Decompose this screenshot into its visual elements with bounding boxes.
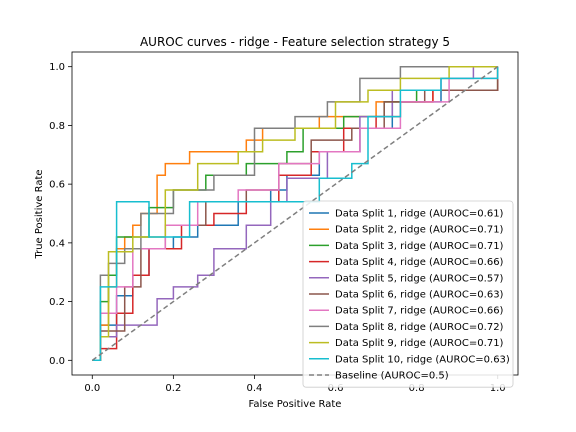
- y-tick-label: 1.0: [49, 62, 65, 73]
- legend-entry: Data Split 10, ridge (AUROC=0.63): [335, 354, 510, 365]
- x-tick-label: 1.0: [490, 383, 506, 394]
- chart-title: AUROC curves - ridge - Feature selection…: [140, 35, 450, 49]
- plot-area: [91, 65, 499, 362]
- legend: Data Split 1, ridge (AUROC=0.61) Data Spl…: [302, 200, 514, 388]
- y-tick-label: 0.2: [49, 297, 65, 308]
- series-line-11: [91, 66, 499, 361]
- series-line-9: [92, 65, 498, 362]
- legend-entry: Data Split 7, ridge (AUROC=0.66): [335, 306, 504, 317]
- x-tick-label: 0.2: [165, 383, 181, 394]
- x-axis-ticks: 0.0 0.2 0.4 0.6 0.8 1.0: [84, 375, 506, 394]
- series-line-8: [92, 65, 498, 362]
- x-tick-label: 0.6: [328, 383, 344, 394]
- y-tick-label: 0.8: [49, 121, 65, 132]
- y-tick-label: 0.0: [49, 356, 65, 367]
- legend-entry: Data Split 2, ridge (AUROC=0.71): [335, 225, 504, 236]
- legend-entry: Data Split 3, ridge (AUROC=0.71): [335, 241, 504, 252]
- legend-entry: Data Split 1, ridge (AUROC=0.61): [335, 209, 504, 220]
- x-axis-label: False Positive Rate: [249, 399, 342, 410]
- legend-box: [302, 200, 514, 388]
- y-axis-label: True Positive Rate: [34, 169, 45, 259]
- y-tick-label: 0.4: [49, 238, 65, 249]
- legend-entry: Data Split 9, ridge (AUROC=0.71): [335, 338, 504, 349]
- y-axis-ticks: 0.0 0.2 0.4 0.6 0.8 1.0: [49, 62, 72, 367]
- x-tick-label: 0.0: [84, 383, 100, 394]
- legend-entry: Baseline (AUROC=0.5): [335, 371, 449, 382]
- legend-entry: Data Split 8, ridge (AUROC=0.72): [335, 322, 504, 333]
- x-tick-label: 0.8: [409, 383, 425, 394]
- axes-frame: [71, 51, 519, 376]
- y-tick-label: 0.6: [49, 180, 65, 191]
- legend-entry: Data Split 6, ridge (AUROC=0.63): [335, 290, 504, 301]
- x-tick-label: 0.4: [247, 383, 263, 394]
- legend-entry: Data Split 4, ridge (AUROC=0.66): [335, 257, 504, 268]
- legend-entry: Data Split 5, ridge (AUROC=0.57): [335, 273, 504, 284]
